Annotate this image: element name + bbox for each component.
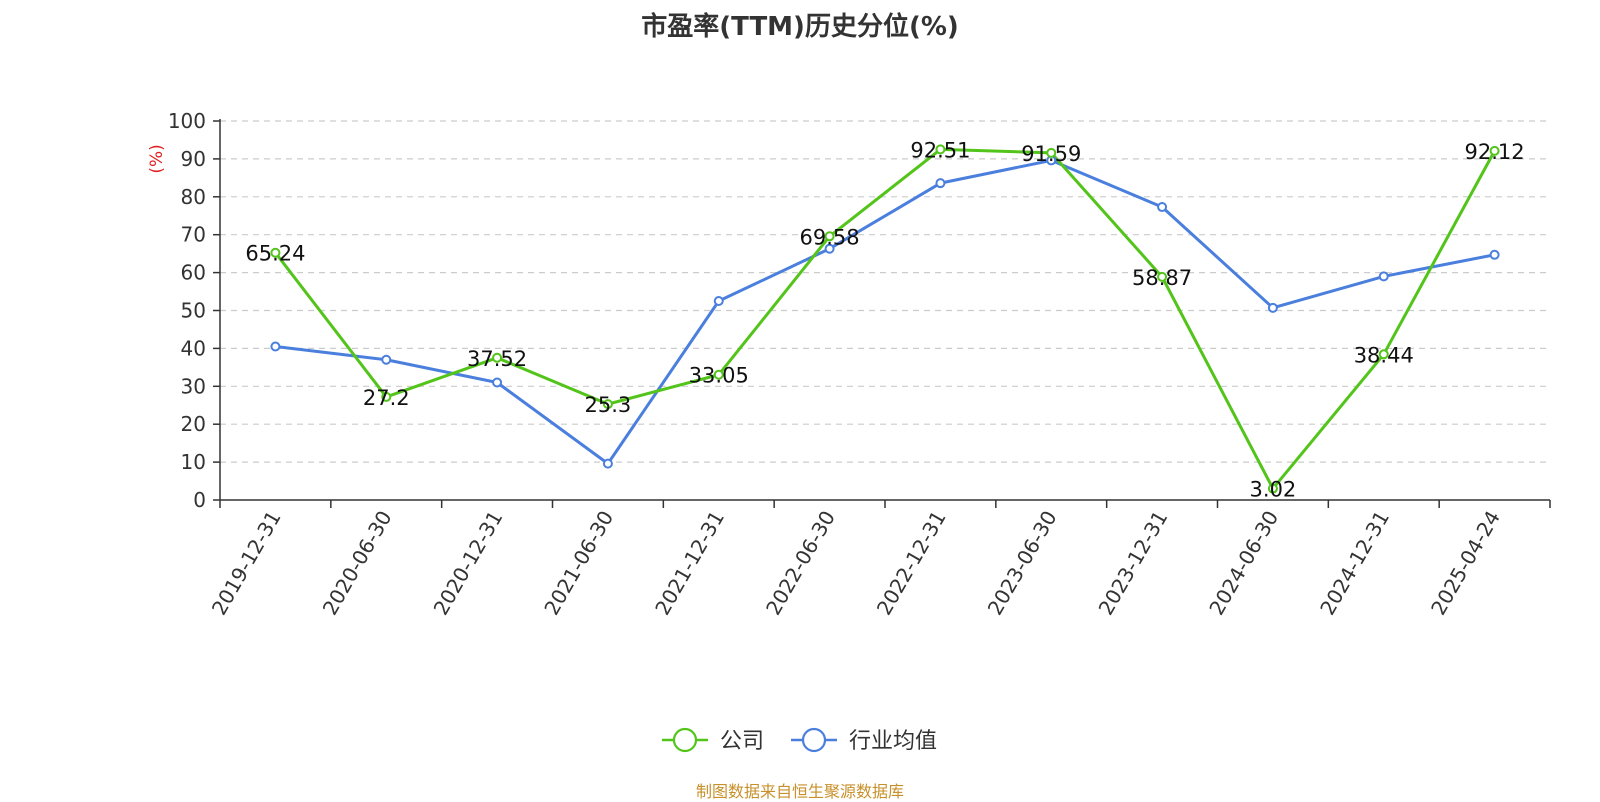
y-tick-label: 60 bbox=[181, 261, 206, 285]
data-point bbox=[1489, 145, 1500, 156]
y-tick-label: 50 bbox=[181, 299, 206, 323]
data-label: 3.02 bbox=[1250, 478, 1297, 502]
y-tick-label: 40 bbox=[181, 336, 206, 360]
y-tick-label: 30 bbox=[181, 374, 206, 398]
data-label: 25.3 bbox=[585, 393, 632, 417]
y-tick-label: 10 bbox=[181, 450, 206, 474]
legend-swatch-marker bbox=[801, 727, 827, 753]
data-point bbox=[824, 231, 835, 242]
x-tick-label: 2021-06-30 bbox=[539, 507, 618, 620]
legend-item[interactable]: 公司 bbox=[662, 727, 764, 754]
x-tick-label: 2019-12-31 bbox=[207, 507, 286, 620]
data-point bbox=[1378, 349, 1389, 360]
x-tick-label: 2025-04-24 bbox=[1426, 507, 1505, 620]
data-point bbox=[1489, 249, 1500, 260]
chart-title: 市盈率(TTM)历史分位(%) bbox=[641, 12, 959, 42]
legend-label: 公司 bbox=[720, 729, 764, 754]
x-tick-label: 2020-06-30 bbox=[318, 507, 397, 620]
data-label: 33.05 bbox=[689, 364, 749, 388]
data-label: 37.52 bbox=[467, 347, 527, 371]
x-tick-label: 2024-12-31 bbox=[1315, 507, 1394, 620]
data-point bbox=[270, 341, 281, 352]
y-tick-label: 20 bbox=[181, 412, 206, 436]
legend-label: 行业均值 bbox=[849, 729, 937, 754]
data-point bbox=[824, 243, 835, 254]
x-tick-label: 2023-06-30 bbox=[983, 507, 1062, 620]
data-point bbox=[713, 369, 724, 380]
data-label: 65.24 bbox=[245, 242, 305, 266]
data-point bbox=[1157, 271, 1168, 282]
data-point bbox=[492, 352, 503, 363]
x-tick-label: 2020-12-31 bbox=[429, 507, 508, 620]
y-tick-label: 0 bbox=[193, 488, 206, 512]
data-point bbox=[602, 399, 613, 410]
data-point bbox=[935, 178, 946, 189]
data-point bbox=[381, 391, 392, 402]
x-tick-label: 2023-12-31 bbox=[1094, 507, 1173, 620]
y-tick-label: 70 bbox=[181, 223, 206, 247]
data-label: 92.12 bbox=[1465, 140, 1525, 164]
series-line-0 bbox=[274, 147, 1496, 491]
series-line-1 bbox=[275, 158, 1495, 466]
data-point bbox=[1267, 483, 1278, 494]
legend-item[interactable]: 行业均值 bbox=[791, 727, 937, 754]
data-point bbox=[713, 296, 724, 307]
data-point bbox=[1157, 202, 1168, 213]
data-label: 38.44 bbox=[1354, 343, 1414, 367]
legend-swatch-marker bbox=[672, 727, 698, 753]
data-point bbox=[935, 144, 946, 155]
data-point bbox=[602, 458, 613, 469]
data-label: 92.51 bbox=[910, 138, 970, 162]
x-tick-label: 2022-06-30 bbox=[761, 507, 840, 620]
data-point bbox=[381, 354, 392, 365]
data-point bbox=[1046, 147, 1057, 158]
source-note: 制图数据来自恒生聚源数据库 bbox=[695, 782, 904, 801]
x-tick-label: 2021-12-31 bbox=[650, 507, 729, 620]
y-tick-label: 90 bbox=[181, 147, 206, 171]
data-label: 58.87 bbox=[1132, 266, 1192, 290]
data-point bbox=[270, 247, 281, 258]
y-tick-label: 80 bbox=[181, 185, 206, 209]
x-tick-label: 2022-12-31 bbox=[872, 507, 951, 620]
y-tick-label: 100 bbox=[168, 109, 206, 133]
data-point bbox=[492, 377, 503, 388]
y-axis-label: (%) bbox=[147, 144, 167, 173]
data-label: 69.58 bbox=[800, 225, 860, 249]
data-label: 27.2 bbox=[363, 386, 410, 410]
data-point bbox=[1267, 302, 1278, 313]
data-label: 91.59 bbox=[1021, 142, 1081, 166]
data-point bbox=[1378, 271, 1389, 282]
x-tick-label: 2024-06-30 bbox=[1204, 507, 1283, 620]
